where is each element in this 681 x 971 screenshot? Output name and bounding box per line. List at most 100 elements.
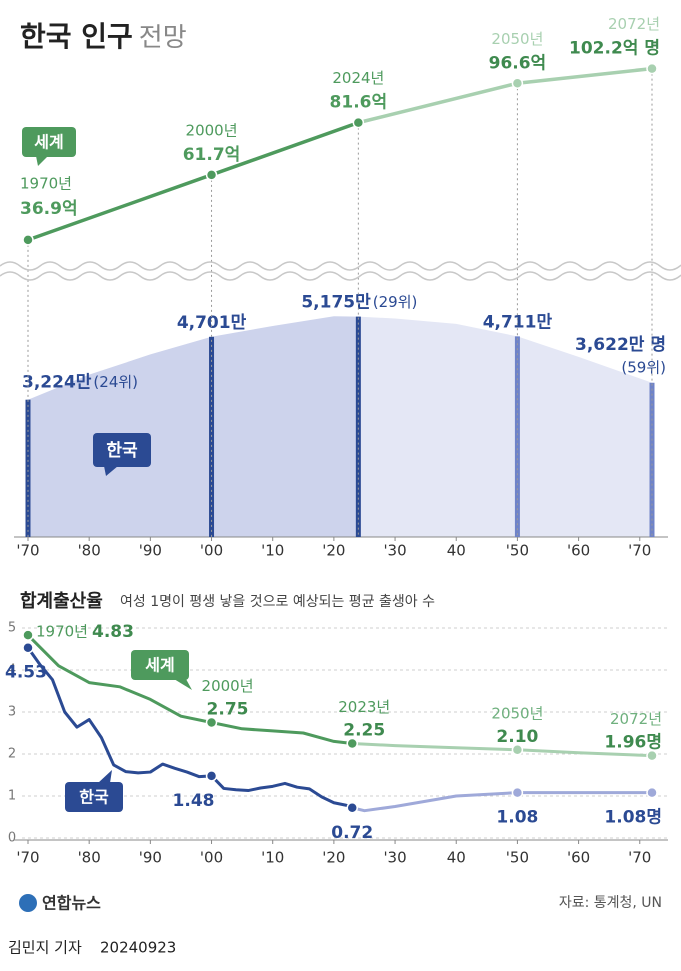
- x-tick-label: '10: [261, 849, 284, 867]
- x-tick-label: '70: [628, 849, 651, 867]
- point: [22, 629, 34, 641]
- line: [26, 646, 353, 810]
- bar: [355, 316, 361, 537]
- point: [22, 641, 34, 654]
- point-label: 2000년: [202, 677, 254, 695]
- y-tick-label: 3: [8, 705, 16, 720]
- point: [646, 749, 658, 762]
- point-label: 2023년: [338, 698, 390, 716]
- legend-bubble: 한국: [93, 433, 151, 476]
- title-suffix: 전망: [139, 23, 187, 53]
- bar: [514, 336, 520, 537]
- rank-label: (29위): [373, 293, 418, 311]
- value-label: 96.6억: [489, 53, 547, 73]
- y-tick-label: 1: [8, 789, 16, 804]
- value-label: 102.2억 명: [569, 39, 660, 59]
- bubble-tail: [36, 156, 48, 166]
- x-tick-label: '70: [16, 542, 39, 560]
- value-label: 4,701만: [177, 313, 247, 333]
- x-tick-label: '10: [261, 542, 284, 560]
- date: 20240923: [100, 939, 176, 957]
- x-tick-label: '20: [322, 542, 345, 560]
- legend-label: 한국: [106, 441, 138, 461]
- value-label: 4,711만: [483, 312, 553, 332]
- point-label: 1970년: [36, 623, 88, 641]
- area: [358, 316, 652, 537]
- value-label: 61.7억: [183, 145, 241, 165]
- point-label: 2024년: [332, 69, 384, 87]
- value-label: 3,224만: [22, 373, 92, 393]
- x-tick-label: '70: [628, 542, 651, 560]
- point: [646, 62, 658, 75]
- x-tick-label: '00: [200, 849, 223, 867]
- value-label: 1.08명: [604, 808, 662, 828]
- legend-label: 세계: [145, 656, 174, 675]
- rank-label: (24위): [93, 373, 138, 391]
- line: [351, 791, 652, 813]
- x-tick-label: '70: [16, 849, 39, 867]
- axis-break: [0, 261, 681, 281]
- point-label: 2000년: [186, 121, 238, 139]
- bubble-tail: [104, 466, 118, 476]
- logo: 연합뉴스: [42, 894, 101, 913]
- point: [22, 234, 34, 246]
- point-label: 2050년: [491, 704, 543, 722]
- value-label: 81.6억: [330, 93, 388, 113]
- line: [352, 742, 653, 758]
- x-tick-label: '50: [506, 542, 529, 560]
- x-tick-label: '80: [78, 542, 101, 560]
- source: 자료: 통계청, UN: [559, 895, 662, 911]
- x-tick-label: '80: [78, 849, 101, 867]
- point: [646, 786, 658, 799]
- point: [205, 169, 218, 181]
- logo-icon: [19, 894, 37, 912]
- page-title: 한국 인구 전망: [20, 20, 187, 53]
- value-label: 3,622만 명: [575, 335, 666, 355]
- point-label: 2050년: [491, 30, 543, 48]
- chart-title: 합계출산율: [20, 590, 103, 612]
- point: [352, 116, 365, 129]
- byline: 김민지 기자: [8, 939, 82, 957]
- bubble: [65, 782, 123, 812]
- value-label: 4.53: [5, 663, 47, 683]
- legend-bubble: 한국: [65, 770, 123, 812]
- x-tick-label: '30: [383, 542, 406, 560]
- y-tick-label: 0: [8, 831, 16, 846]
- x-tick-label: '30: [383, 849, 406, 867]
- x-tick-label: '00: [200, 542, 223, 560]
- chart-subtitle: 여성 1명이 평생 낳을 것으로 예상되는 평균 출생아 수: [120, 594, 435, 610]
- rank-label: (59위): [621, 358, 666, 376]
- legend-label: 한국: [79, 788, 109, 807]
- bubble: [131, 650, 189, 680]
- point-label: 2072년: [608, 15, 660, 33]
- y-tick-label: 2: [8, 747, 16, 762]
- value-label: 36.9억: [20, 199, 78, 219]
- legend-label: 세계: [34, 133, 63, 152]
- fertility-chart: 0 1 2 3 4 5 '70 '80 '90 '00 '10 '20 '30 40 '50 '60 '70 19…: [5, 621, 668, 867]
- value-label: 1.48: [173, 791, 215, 811]
- line: [26, 634, 353, 745]
- point: [205, 770, 218, 782]
- x-tick-label: '60: [567, 849, 590, 867]
- bubble-tail: [174, 679, 192, 690]
- value-label: 2.10: [496, 727, 538, 747]
- title: 한국 인구: [20, 20, 133, 53]
- legend-bubble: 세계: [22, 127, 76, 166]
- point: [511, 77, 524, 90]
- point: [346, 737, 358, 750]
- bubble-tail: [98, 770, 112, 783]
- x-tick-label: '90: [139, 542, 162, 560]
- bar: [25, 399, 31, 537]
- point-label: 2072년: [610, 710, 662, 728]
- area: [28, 316, 359, 537]
- point: [346, 802, 358, 814]
- value-label: 4.83: [92, 622, 134, 642]
- value-label: 0.72: [331, 823, 373, 843]
- value-label: 2.75: [207, 700, 249, 720]
- legend-bubble: 세계: [131, 650, 192, 690]
- point-label: 1970년: [20, 174, 72, 192]
- value-label: 1.08: [496, 808, 538, 828]
- point: [511, 744, 524, 756]
- y-tick-label: 5: [8, 621, 16, 636]
